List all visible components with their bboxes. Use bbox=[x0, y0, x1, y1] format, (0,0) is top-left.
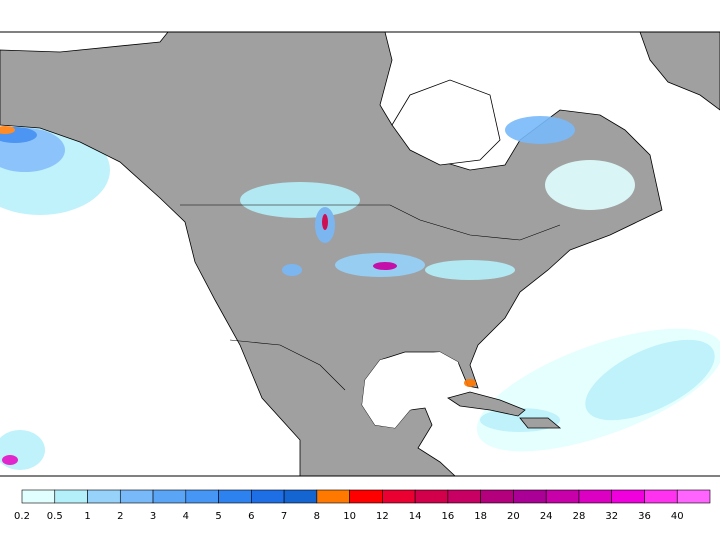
map bbox=[0, 31, 720, 477]
colorbar-label: 20 bbox=[507, 511, 520, 522]
colorbar-swatch bbox=[218, 489, 252, 504]
colorbar: 0.2 0.5 1 2 3 4 5 6 7 8 10 12 14 16 18 20 24 28 32 36 40 bbox=[14, 489, 711, 522]
colorbar-label: 12 bbox=[376, 511, 389, 522]
colorbar-label: 24 bbox=[540, 511, 553, 522]
gulf bbox=[362, 352, 462, 428]
colorbar-swatch bbox=[382, 489, 416, 504]
colorbar-swatch bbox=[152, 489, 187, 504]
colorbar-label: 10 bbox=[343, 511, 356, 522]
colorbar-swatch bbox=[185, 489, 219, 504]
colorbar-label: 1 bbox=[84, 511, 90, 522]
colorbar-swatch bbox=[545, 489, 580, 504]
colorbar-label: 4 bbox=[183, 511, 189, 522]
colorbar-label: 5 bbox=[215, 511, 221, 522]
colorbar-label: 28 bbox=[573, 511, 586, 522]
colorbar-swatch bbox=[578, 489, 613, 504]
colorbar-label: 40 bbox=[671, 511, 684, 522]
land-precipitation bbox=[240, 116, 635, 387]
colorbar-swatch bbox=[316, 489, 350, 504]
colorbar-label: 0.2 bbox=[14, 511, 30, 522]
colorbar-swatch bbox=[54, 489, 88, 504]
colorbar-label: 18 bbox=[474, 511, 487, 522]
colorbar-swatch bbox=[349, 489, 383, 504]
colorbar-label: 8 bbox=[314, 511, 320, 522]
colorbar-swatch bbox=[21, 489, 56, 504]
colorbar-label: 2 bbox=[117, 511, 123, 522]
colorbar-label: 0.5 bbox=[47, 511, 63, 522]
colorbar-label: 3 bbox=[150, 511, 156, 522]
colorbar-label: 14 bbox=[409, 511, 422, 522]
colorbar-swatch bbox=[447, 489, 481, 504]
colorbar-label: 36 bbox=[638, 511, 651, 522]
colorbar-swatch bbox=[414, 489, 449, 504]
hudson-bay bbox=[391, 79, 501, 166]
colorbar-label: 32 bbox=[605, 511, 618, 522]
colorbar-label: 16 bbox=[442, 511, 455, 522]
land bbox=[0, 31, 720, 477]
borders bbox=[180, 204, 561, 391]
colorbar-swatch bbox=[119, 489, 154, 504]
colorbar-swatch bbox=[513, 489, 547, 504]
colorbar-label: 6 bbox=[248, 511, 254, 522]
colorbar-swatch bbox=[644, 489, 678, 504]
colorbar-swatch bbox=[87, 489, 121, 504]
colorbar-swatch bbox=[676, 489, 711, 504]
colorbar-swatch bbox=[611, 489, 645, 504]
colorbar-swatch bbox=[283, 489, 318, 504]
colorbar-label: 7 bbox=[281, 511, 287, 522]
colorbar-swatch bbox=[480, 489, 514, 504]
colorbar-swatch bbox=[251, 489, 285, 504]
